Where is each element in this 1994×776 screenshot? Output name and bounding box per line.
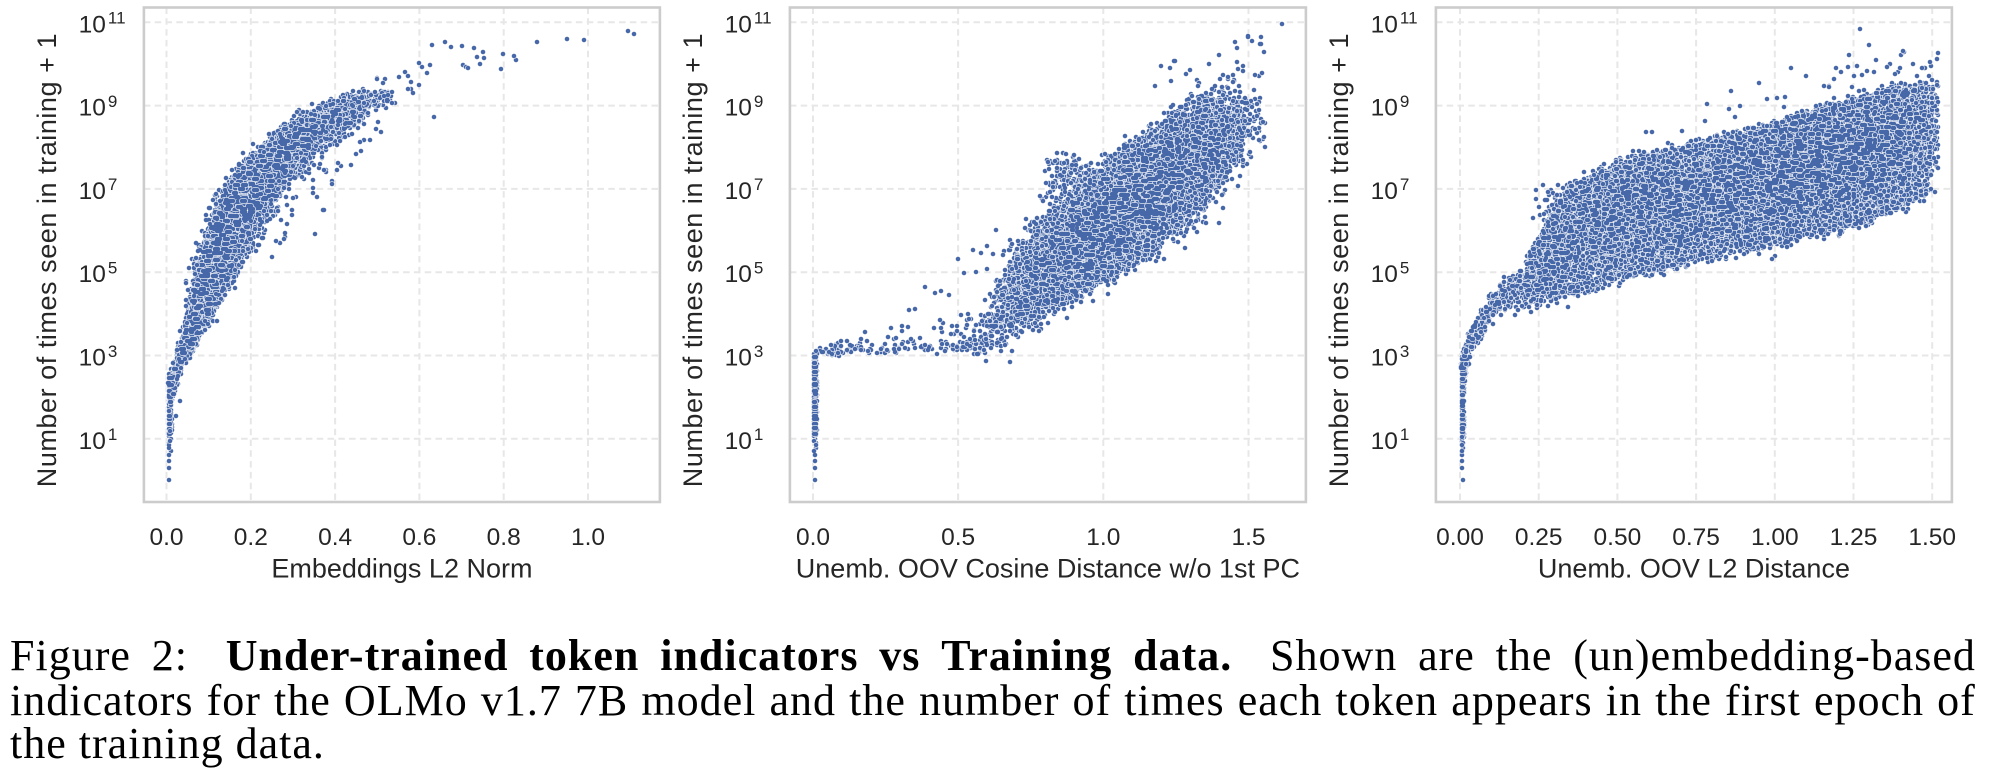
- svg-text:1: 1: [108, 425, 117, 444]
- svg-text:10: 10: [79, 428, 106, 455]
- svg-text:0.25: 0.25: [1515, 524, 1563, 551]
- svg-text:1.0: 1.0: [571, 524, 605, 551]
- svg-text:3: 3: [754, 342, 763, 361]
- svg-text:10: 10: [1371, 428, 1398, 455]
- svg-text:5: 5: [754, 259, 763, 278]
- svg-text:10: 10: [725, 178, 752, 205]
- svg-text:10: 10: [1371, 11, 1398, 38]
- svg-text:0.75: 0.75: [1672, 524, 1720, 551]
- svg-text:10: 10: [1371, 345, 1398, 372]
- svg-text:9: 9: [754, 92, 763, 111]
- svg-text:10: 10: [1371, 95, 1398, 122]
- svg-text:Unemb. OOV L2 Distance: Unemb. OOV L2 Distance: [1538, 554, 1850, 584]
- svg-text:10: 10: [1371, 178, 1398, 205]
- svg-text:Embeddings L2 Norm: Embeddings L2 Norm: [271, 554, 532, 584]
- svg-text:5: 5: [108, 259, 117, 278]
- svg-text:0.6: 0.6: [402, 524, 436, 551]
- svg-text:9: 9: [108, 92, 117, 111]
- svg-text:3: 3: [1400, 342, 1409, 361]
- svg-text:1.5: 1.5: [1231, 524, 1265, 551]
- svg-text:0.2: 0.2: [234, 524, 268, 551]
- svg-text:1: 1: [1400, 425, 1409, 444]
- svg-text:10: 10: [79, 261, 106, 288]
- svg-text:0.5: 0.5: [941, 524, 975, 551]
- svg-text:10: 10: [79, 178, 106, 205]
- svg-text:10: 10: [79, 95, 106, 122]
- svg-text:10: 10: [725, 345, 752, 372]
- svg-text:1.0: 1.0: [1086, 524, 1120, 551]
- svg-text:0.4: 0.4: [318, 524, 352, 551]
- svg-text:3: 3: [108, 342, 117, 361]
- svg-text:7: 7: [754, 175, 763, 194]
- svg-text:1.25: 1.25: [1830, 524, 1878, 551]
- svg-text:Unemb. OOV Cosine Distance w/o: Unemb. OOV Cosine Distance w/o 1st PC: [796, 554, 1300, 584]
- svg-text:0.0: 0.0: [149, 524, 183, 551]
- svg-text:10: 10: [1371, 261, 1398, 288]
- svg-text:1.00: 1.00: [1751, 524, 1799, 551]
- svg-text:1.50: 1.50: [1908, 524, 1956, 551]
- svg-text:7: 7: [108, 175, 117, 194]
- svg-text:10: 10: [725, 11, 752, 38]
- svg-text:Number of times seen in traini: Number of times seen in training + 1: [1324, 33, 1354, 487]
- svg-text:0.00: 0.00: [1436, 524, 1484, 551]
- svg-text:11: 11: [108, 9, 126, 28]
- svg-text:Number of times seen in traini: Number of times seen in training + 1: [678, 33, 708, 487]
- svg-text:10: 10: [79, 11, 106, 38]
- svg-text:Number of times seen in traini: Number of times seen in training + 1: [32, 33, 62, 487]
- svg-text:9: 9: [1400, 92, 1409, 111]
- svg-text:0.8: 0.8: [487, 524, 521, 551]
- svg-text:0.0: 0.0: [796, 524, 830, 551]
- svg-text:10: 10: [725, 428, 752, 455]
- svg-text:0.50: 0.50: [1594, 524, 1642, 551]
- svg-text:10: 10: [725, 261, 752, 288]
- svg-text:11: 11: [754, 9, 772, 28]
- svg-text:1: 1: [754, 425, 763, 444]
- svg-text:10: 10: [725, 95, 752, 122]
- svg-text:7: 7: [1400, 175, 1409, 194]
- svg-text:5: 5: [1400, 259, 1409, 278]
- svg-text:10: 10: [79, 345, 106, 372]
- svg-text:11: 11: [1400, 9, 1418, 28]
